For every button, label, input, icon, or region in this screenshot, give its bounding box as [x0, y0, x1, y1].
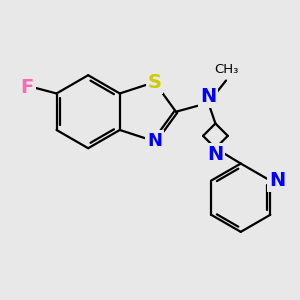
Text: S: S: [148, 73, 161, 92]
Text: N: N: [200, 88, 217, 106]
Text: N: N: [207, 145, 224, 164]
Text: N: N: [269, 171, 286, 190]
Text: F: F: [20, 78, 34, 97]
Text: CH₃: CH₃: [214, 63, 239, 76]
Text: N: N: [147, 132, 162, 150]
